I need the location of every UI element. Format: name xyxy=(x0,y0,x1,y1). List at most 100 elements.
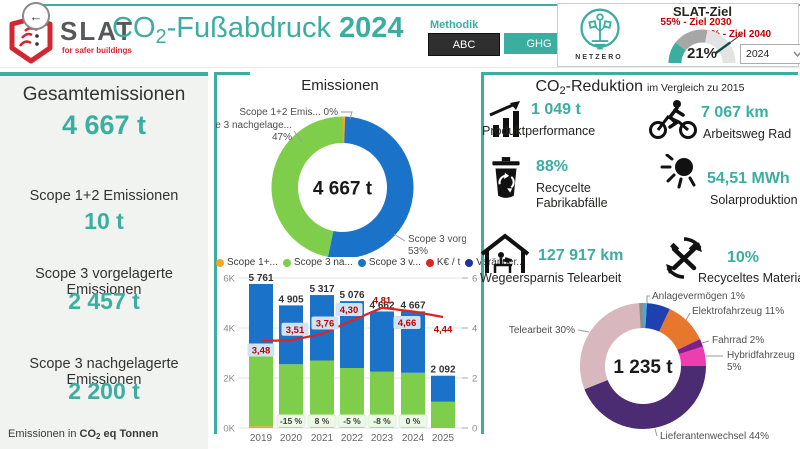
emissions-trend-chart: 0K 0 2K 2 4K 4 6K 6 5 761 2019 4 905 2020 -15 % 5 317… xyxy=(223,273,477,444)
legend-label: Scope 3 v... xyxy=(368,257,421,268)
chart-label: Fahrrad 2% xyxy=(712,335,764,346)
chart-label: Scope 3 nachgelage... xyxy=(216,120,292,131)
x-axis-tick: 2024 xyxy=(402,433,425,444)
line-value-label: 3,51 xyxy=(286,325,305,336)
gauge-arc xyxy=(675,29,708,51)
bicycle-icon xyxy=(649,98,697,145)
donut1-svg-segment[interactable] xyxy=(271,116,343,257)
methodik-button-abc[interactable]: ABC xyxy=(428,33,500,56)
legend-dot-icon xyxy=(425,258,434,267)
x-axis-tick: 2020 xyxy=(280,433,303,444)
year-dropdown[interactable]: 2024 xyxy=(740,44,800,64)
kpi-value: 10% xyxy=(727,249,760,266)
label-leader-line xyxy=(654,428,658,437)
kpi-value: 88% xyxy=(536,158,569,175)
donut1-svg-segment[interactable] xyxy=(327,116,414,257)
bar-total-label: 5 076 xyxy=(339,290,364,301)
legend-item[interactable]: Scope 3 na... xyxy=(282,257,353,268)
gauge-value: 21% xyxy=(686,45,718,62)
chart-label: Scope 3 vorgelage... xyxy=(408,234,466,245)
gauge-needle xyxy=(714,41,732,55)
bar-total-label: 4 905 xyxy=(278,294,303,305)
donut2-svg-segment[interactable] xyxy=(677,339,703,355)
y2-axis-tick: 4 xyxy=(472,324,477,335)
sun-icon xyxy=(657,153,703,201)
line-value-label: 4,66 xyxy=(398,318,417,329)
middle-panel-accent xyxy=(214,72,217,434)
line-value-label: 4,30 xyxy=(340,305,359,316)
line-label-box xyxy=(247,343,275,357)
back-arrow-icon: ← xyxy=(29,8,43,24)
donut2-svg-segment[interactable] xyxy=(679,346,706,366)
chart-label: Anlagevermögen 1% xyxy=(652,291,745,302)
reduction-title-suffix: im Vergleich zu 2015 xyxy=(647,82,745,94)
total-emissions-value: 4 667 t xyxy=(61,110,147,140)
title-year: 2024 xyxy=(339,12,404,44)
bar-segment-scope-3-vorgelagerte[interactable] xyxy=(431,375,455,402)
kpi-value: 1 049 t xyxy=(531,101,581,118)
line-value-label: 3,76 xyxy=(316,319,335,330)
scope3-downstream-value: 2 200 t xyxy=(68,378,140,404)
pct-change-pill xyxy=(337,414,367,428)
kpi-label: Fabrikabfälle xyxy=(536,196,608,210)
label-leader-line xyxy=(341,111,353,120)
emissions-chart-title: Emissionen xyxy=(301,77,379,94)
donut2-svg-segment[interactable] xyxy=(580,303,641,390)
pct-change-label: -5 % xyxy=(343,416,361,426)
middle-panel-accent-top xyxy=(214,72,250,75)
line-label-box xyxy=(311,316,339,330)
chart-label: 47% xyxy=(272,132,292,143)
bar-segment-scope-1+2[interactable] xyxy=(249,426,273,428)
donut1-svg-segment[interactable] xyxy=(342,116,346,144)
legend-dot-icon xyxy=(465,258,474,267)
pct-change-pill xyxy=(276,414,306,428)
pct-change-pill xyxy=(307,414,337,428)
bar-total-label: 2 092 xyxy=(430,365,455,376)
pct-change-label: -15 % xyxy=(280,416,303,426)
line-value-label: 4,44 xyxy=(434,325,453,336)
slat-ziel-gauge xyxy=(668,29,742,64)
kpi-value: 127 917 km xyxy=(538,247,624,264)
legend-item[interactable]: K€ / t xyxy=(425,257,460,268)
brand-name: SLAT xyxy=(60,16,134,46)
label-leader-line xyxy=(701,340,710,344)
recycled-material-icon xyxy=(660,234,708,287)
donut-center-value: 4 667 t xyxy=(313,178,373,199)
emissions-kpi-panel xyxy=(0,72,208,449)
kpi-value: 54,51 MWh xyxy=(707,170,790,187)
y2-axis-tick: 6 xyxy=(472,274,477,285)
donut2-svg-segment[interactable] xyxy=(659,308,701,350)
chevron-down-icon xyxy=(793,51,800,57)
legend-label: Scope 1+... xyxy=(227,257,278,268)
gauge-target-2040: 80% - Ziel 2040 xyxy=(699,29,772,40)
donut2-svg-segment[interactable] xyxy=(584,366,706,430)
scope3-downstream-label: Scope 3 nachgelagerte Emissionen xyxy=(29,356,179,388)
donut2-svg-segment[interactable] xyxy=(643,303,647,329)
units-footnote: Emissionen in CO2 eq Tonnen xyxy=(8,428,159,441)
bar-segment-scope-3-nachgelagerte[interactable] xyxy=(249,351,273,427)
kpi-label: Recyceltes Material xyxy=(698,271,800,285)
back-button[interactable]: ← xyxy=(22,2,50,30)
total-emissions-label: Gesamtemissionen xyxy=(22,84,186,105)
legend-item[interactable]: Scope 1+... xyxy=(216,257,278,268)
methodik-button-ghg[interactable]: GHG xyxy=(504,33,574,54)
kpi-label: Arbeitsweg Rad xyxy=(703,127,792,141)
label-leader-line xyxy=(393,233,406,242)
y-axis-tick: 6K xyxy=(223,274,235,285)
chart-label: Scope 1+2 Emis... 0% xyxy=(239,107,338,118)
kpi-label: Produktperformance xyxy=(482,124,596,138)
netzero-label: NETZERO xyxy=(575,54,623,61)
bar-segment-scope-3-nachgelagerte[interactable] xyxy=(431,401,455,428)
scope3-upstream-value: 2 457 t xyxy=(68,288,140,314)
top-accent-line xyxy=(30,4,800,6)
donut2-svg-segment[interactable] xyxy=(639,303,643,329)
bar-segment-scope-3-vorgelagerte[interactable] xyxy=(370,311,394,372)
bar-growth-icon xyxy=(487,99,527,144)
legend-dot-icon xyxy=(357,258,366,267)
methodik-label: Methodik xyxy=(430,19,479,31)
legend-item[interactable]: Scope 3 v... xyxy=(357,257,421,268)
keu-per-t-line xyxy=(260,306,444,343)
legend-dot-icon xyxy=(216,258,224,267)
donut2-svg-segment[interactable] xyxy=(645,303,670,332)
gauge-target-2030: 55% - Ziel 2030 xyxy=(660,17,732,28)
